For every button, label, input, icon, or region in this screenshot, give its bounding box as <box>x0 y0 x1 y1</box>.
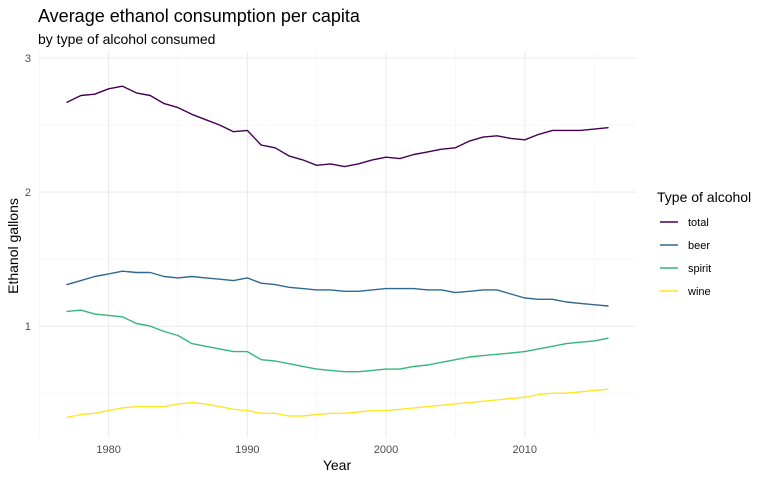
series-line-total <box>66 85 609 168</box>
legend-items: total beer spirit wine <box>660 217 711 298</box>
x-tick-label: 1990 <box>235 444 259 456</box>
legend: Type of alcohol total beer spirit wine <box>657 189 751 298</box>
series-line-wine <box>66 388 609 418</box>
x-tick-label: 2000 <box>374 444 398 456</box>
y-axis-title: Ethanol gallons <box>5 198 21 294</box>
x-tick-label: 2010 <box>513 444 537 456</box>
y-tick-label: 2 <box>25 187 31 199</box>
series-line-beer <box>66 270 609 307</box>
series-line-spirit <box>66 309 609 373</box>
legend-label-wine: wine <box>687 286 711 298</box>
x-axis-title: Year <box>323 457 352 473</box>
y-tick-label: 1 <box>25 321 31 333</box>
grid <box>38 52 636 437</box>
legend-label-spirit: spirit <box>688 263 711 275</box>
legend-label-total: total <box>688 217 709 229</box>
chart-subtitle: by type of alcohol consumed <box>38 31 215 47</box>
legend-label-beer: beer <box>688 240 710 252</box>
axis-ticks: 1980 1990 2000 2010 1 2 3 <box>25 53 537 456</box>
x-tick-label: 1980 <box>96 444 120 456</box>
y-tick-label: 3 <box>25 53 31 65</box>
series-lines <box>66 85 609 418</box>
chart-title: Average ethanol consumption per capita <box>38 6 361 26</box>
legend-title: Type of alcohol <box>657 189 751 205</box>
